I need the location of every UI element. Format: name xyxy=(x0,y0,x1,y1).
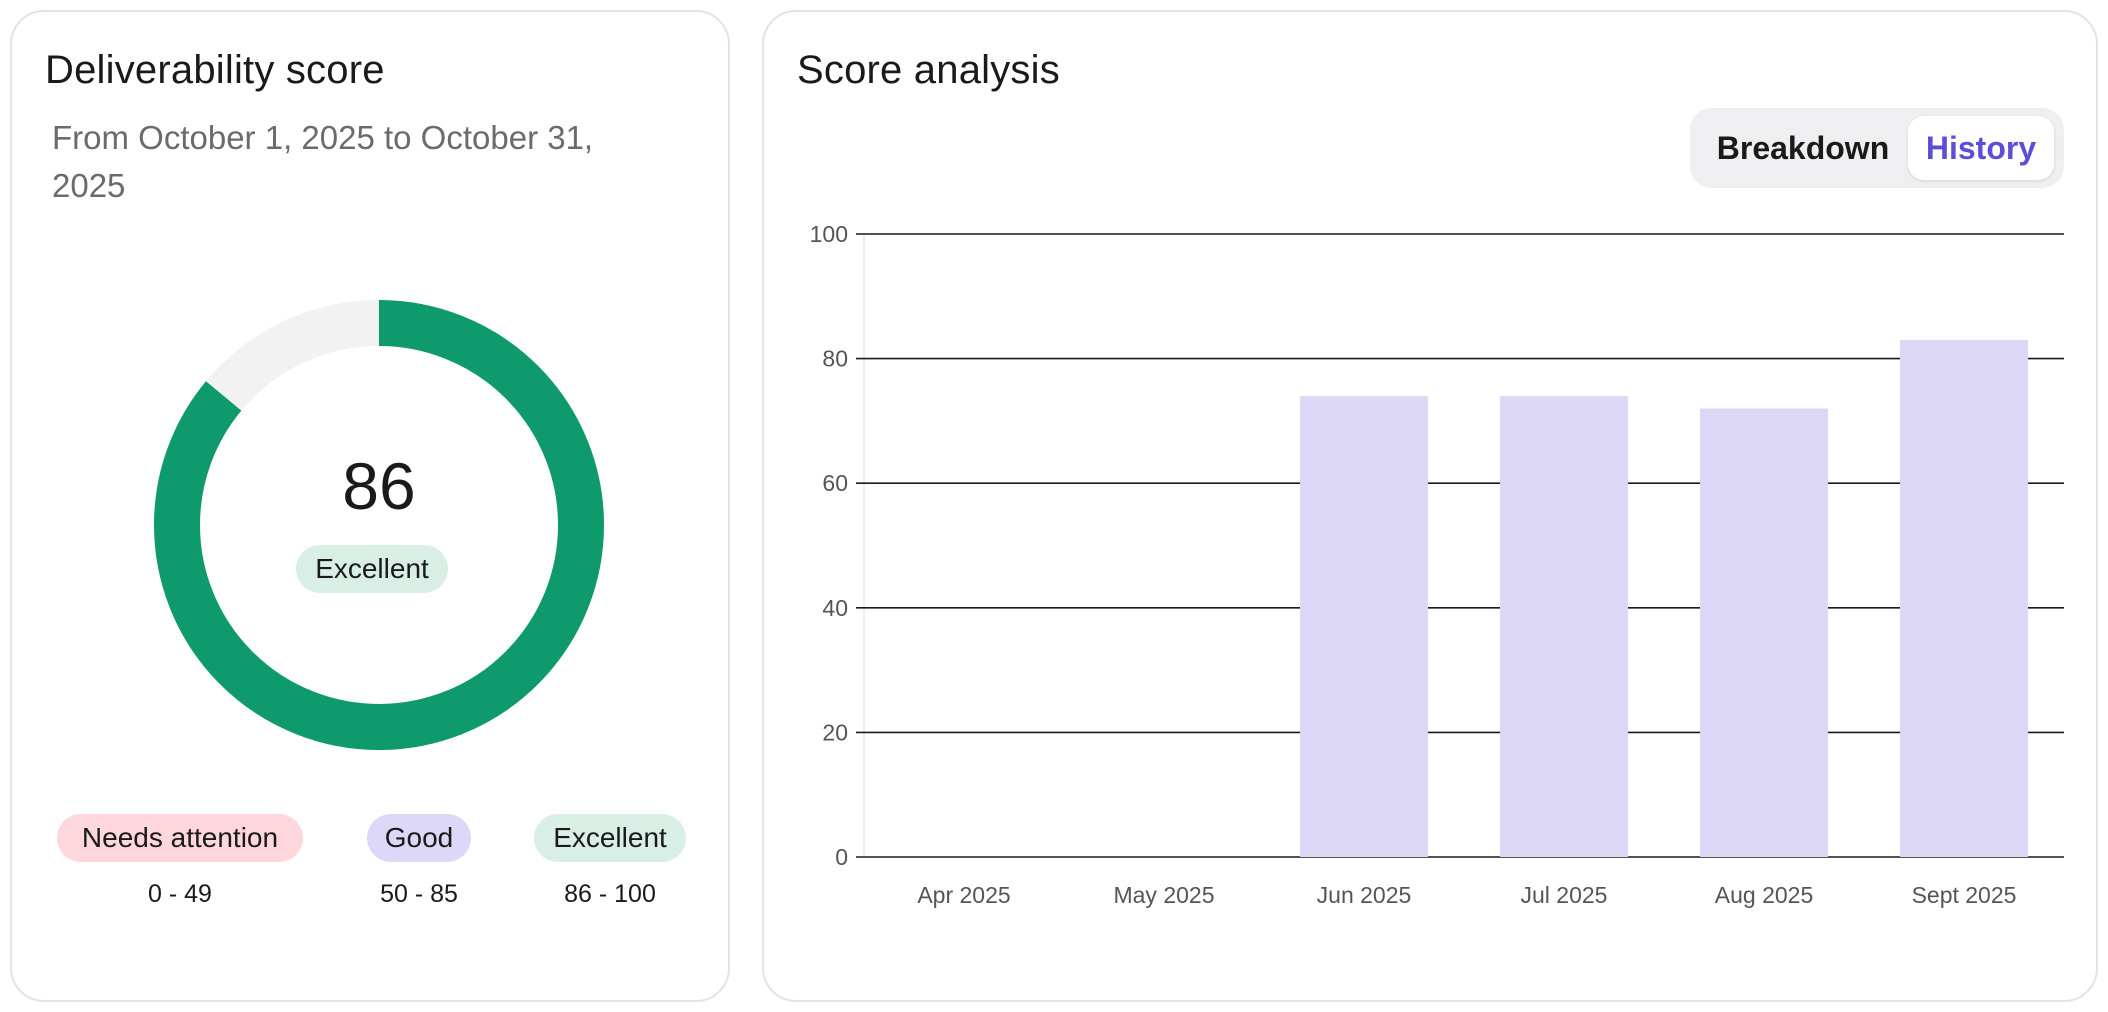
deliverability-score-card: Deliverability score From October 1, 202… xyxy=(10,10,730,1002)
date-range-text: From October 1, 2025 to October 31, 2025 xyxy=(52,119,594,204)
score-donut: 86 Excellent xyxy=(144,290,614,760)
legend-needs-attention: Needs attention 0 - 49 xyxy=(57,814,303,908)
x-tick-label: Jun 2025 xyxy=(1317,882,1412,908)
view-toggle: Breakdown History xyxy=(1690,108,2064,188)
score-value: 86 xyxy=(342,449,416,523)
bar[interactable] xyxy=(1300,395,1428,857)
score-history-chart: 0 20 40 60 80 100 Apr 2025 May 2025 Jun 2025 Jul … xyxy=(810,221,2064,908)
y-tick-label: 40 xyxy=(822,595,848,621)
legend-good: Good 50 - 85 xyxy=(367,814,471,908)
legend-needs-attention-badge: Needs attention xyxy=(57,814,303,862)
x-tick-label: Aug 2025 xyxy=(1715,882,1813,908)
legend-excellent: Excellent 86 - 100 xyxy=(534,814,686,908)
x-tick-label: Jul 2025 xyxy=(1521,882,1608,908)
score-analysis-title: Score analysis xyxy=(797,48,1060,92)
x-tick-label: Sept 2025 xyxy=(1912,882,2017,908)
bar[interactable] xyxy=(1500,395,1628,857)
legend-needs-attention-range: 0 - 49 xyxy=(148,880,212,908)
bar[interactable] xyxy=(1700,408,1828,857)
donut-progress-arc xyxy=(154,300,604,750)
deliverability-score-title: Deliverability score xyxy=(45,48,385,92)
bar[interactable] xyxy=(1900,339,2028,857)
score-rating-badge: Excellent xyxy=(296,545,448,593)
legend-excellent-range: 86 - 100 xyxy=(564,880,656,908)
x-tick-label: Apr 2025 xyxy=(917,882,1010,908)
y-tick-label: 20 xyxy=(822,719,848,745)
legend-good-range: 50 - 85 xyxy=(380,880,458,908)
y-tick-label: 100 xyxy=(810,221,848,247)
y-tick-label: 60 xyxy=(822,470,848,496)
legend-good-badge: Good xyxy=(367,814,471,862)
y-tick-label: 80 xyxy=(822,346,848,372)
legend-excellent-badge: Excellent xyxy=(534,814,686,862)
tab-breakdown[interactable]: Breakdown xyxy=(1716,130,1890,166)
x-tick-label: May 2025 xyxy=(1113,882,1214,908)
y-tick-label: 0 xyxy=(835,844,848,870)
score-analysis-card: Score analysis Breakdown History 0 20 40 60… xyxy=(762,10,2098,1002)
score-donut-svg xyxy=(154,300,604,750)
tab-history[interactable]: History xyxy=(1908,116,2054,180)
